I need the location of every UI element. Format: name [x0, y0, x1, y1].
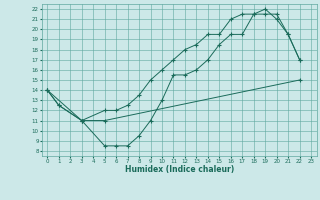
X-axis label: Humidex (Indice chaleur): Humidex (Indice chaleur) [124, 165, 234, 174]
